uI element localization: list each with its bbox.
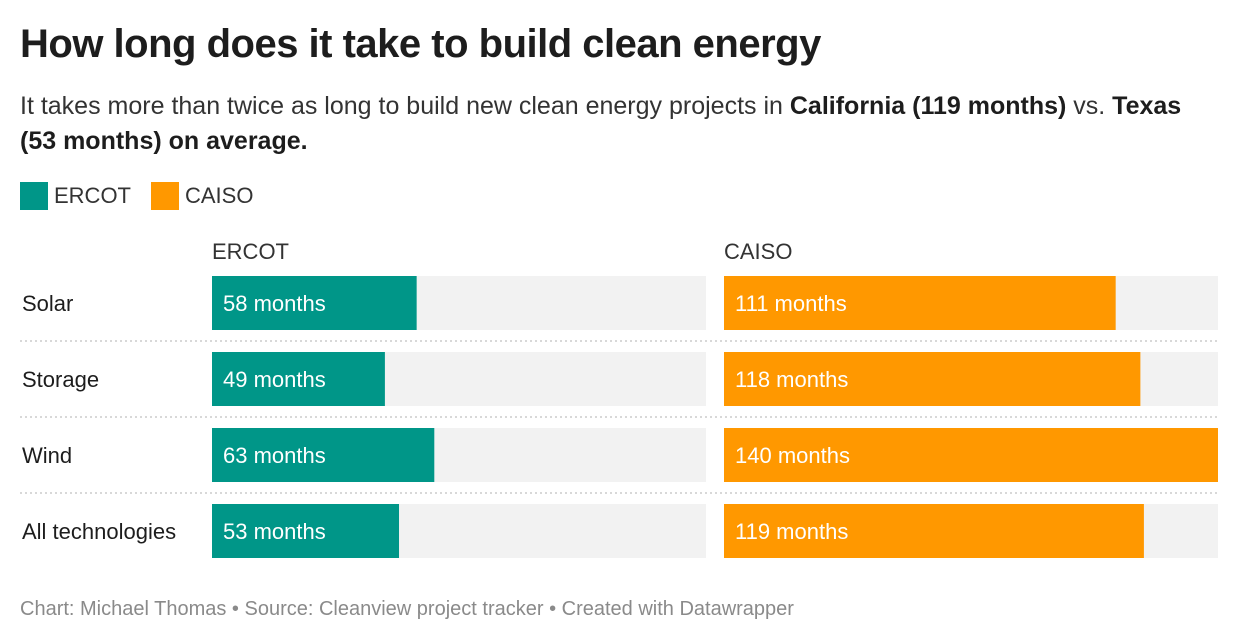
data-label-ercot-wind: 63 months — [223, 443, 326, 468]
subtitle-text-1: It takes more than twice as long to buil… — [20, 92, 790, 120]
bar-caiso-solar — [724, 276, 1116, 330]
category-label-wind: Wind — [22, 443, 72, 468]
legend-swatch-caiso — [151, 182, 179, 210]
subtitle-text-2: vs. — [1066, 92, 1113, 120]
subtitle-highlight-texas: Texas (53 months) on average. — [20, 92, 1182, 155]
data-label-ercot-solar: 58 months — [223, 291, 326, 316]
category-label-solar: Solar — [22, 291, 73, 316]
bar-ercot-storage — [212, 352, 385, 406]
data-label-caiso-all-technologies: 119 months — [735, 519, 848, 544]
bar-ercot-solar — [212, 276, 417, 330]
legend: ERCOT CAISO — [20, 182, 273, 210]
data-label-ercot-all-technologies: 53 months — [223, 519, 326, 544]
category-label-storage: Storage — [22, 367, 99, 392]
split-bar-chart: ERCOT CAISO Solar 58 months 111 months Storag… — [20, 239, 1218, 558]
chart-footer: Chart: Michael Thomas • Source: Cleanvie… — [20, 598, 794, 620]
panel-header-ercot: ERCOT — [212, 239, 289, 264]
bar-ercot-all-technologies — [212, 504, 400, 558]
bar-ercot-wind — [212, 428, 435, 482]
bar-caiso-wind — [724, 428, 1218, 482]
panel-header-caiso: CAISO — [724, 239, 792, 264]
legend-item-caiso: CAISO — [151, 182, 253, 210]
data-label-caiso-solar: 111 months — [735, 291, 847, 316]
legend-item-ercot: ERCOT — [20, 182, 131, 210]
chart-title: How long does it take to build clean ene… — [20, 22, 821, 66]
chart-subtitle: It takes more than twice as long to buil… — [20, 89, 1210, 159]
bar-caiso-all-technologies — [724, 504, 1144, 558]
data-label-caiso-storage: 118 months — [735, 367, 848, 392]
legend-label-caiso: CAISO — [185, 183, 254, 208]
legend-swatch-ercot — [20, 182, 48, 210]
data-label-ercot-storage: 49 months — [223, 367, 326, 392]
category-label-all-technologies: All technologies — [22, 519, 176, 544]
data-label-caiso-wind: 140 months — [735, 443, 850, 468]
legend-label-ercot: ERCOT — [54, 183, 131, 208]
bar-caiso-storage — [724, 352, 1141, 406]
subtitle-highlight-california: California (119 months) — [789, 92, 1067, 120]
